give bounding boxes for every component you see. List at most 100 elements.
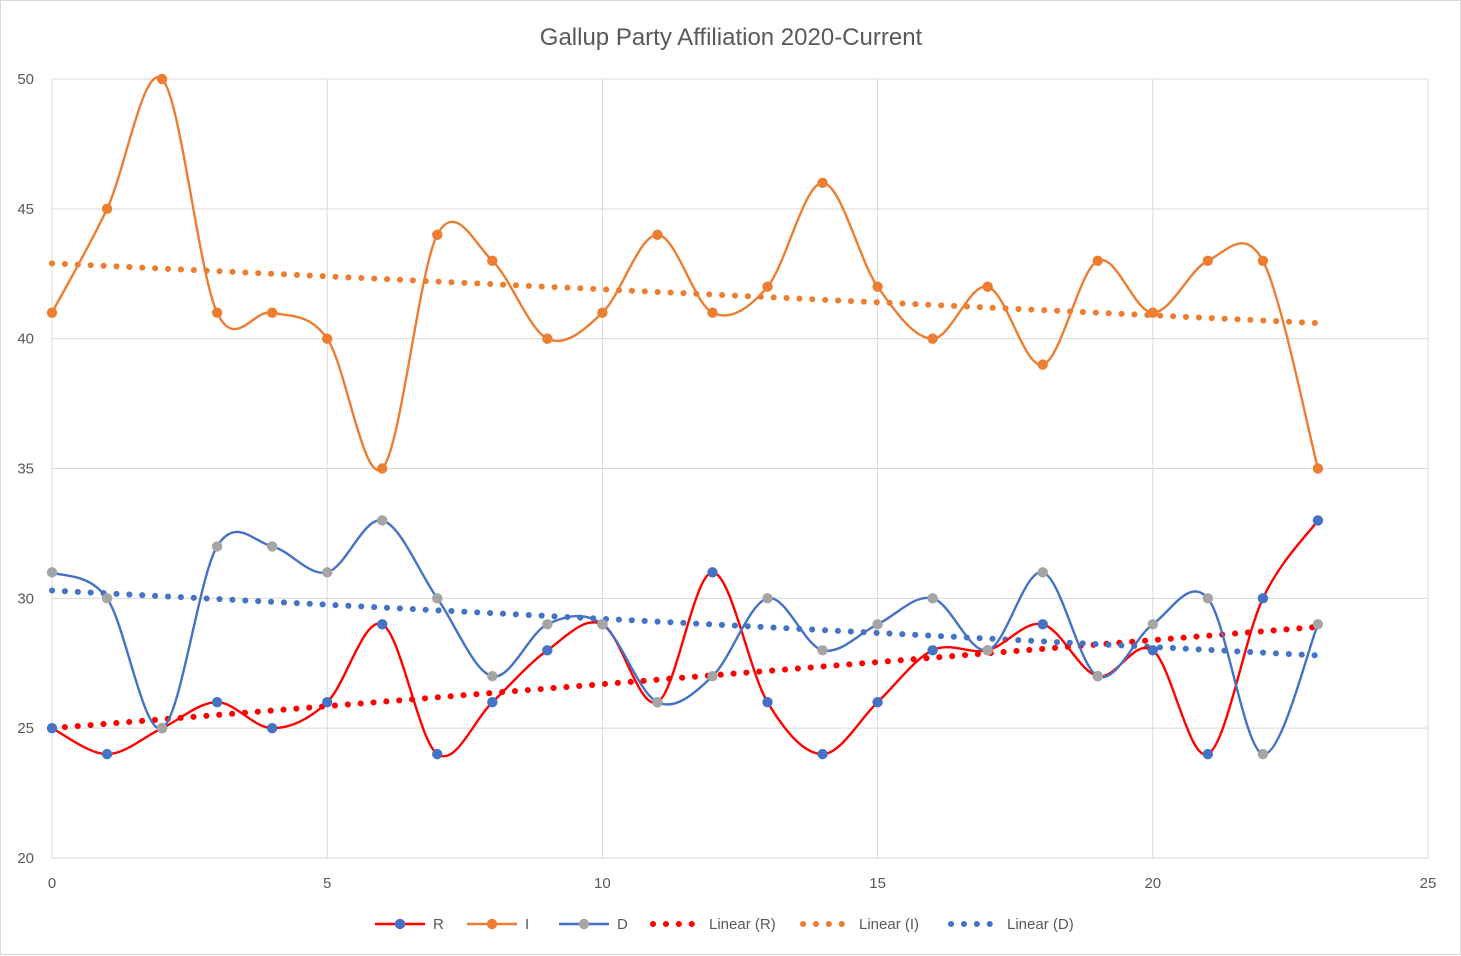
data-point-D (1312, 619, 1324, 630)
legend-item: Linear (D) (948, 916, 1074, 933)
data-point-R (322, 697, 333, 708)
data-point-R (817, 748, 828, 760)
data-point-D (707, 671, 718, 682)
data-point-I (101, 203, 113, 215)
data-point-I (1312, 463, 1324, 474)
data-point-D (432, 593, 443, 604)
data-point-I (817, 177, 828, 189)
data-point-D (817, 645, 828, 656)
data-point-I (597, 307, 608, 318)
x-tick-label: 5 (323, 875, 331, 892)
series-line-I (50, 75, 1320, 472)
data-point-I (1202, 255, 1214, 266)
legend-label: D (617, 916, 628, 933)
y-tick-label: 45 (17, 201, 34, 218)
data-point-I (982, 281, 993, 292)
legend-label: I (525, 916, 529, 933)
y-tick-label: 30 (17, 590, 34, 607)
data-point-I (487, 255, 498, 266)
data-point-I (377, 463, 388, 474)
trendline-I (49, 260, 1321, 327)
data-point-D (211, 541, 223, 552)
trendline-D (49, 587, 1321, 659)
y-tick-label: 40 (17, 331, 34, 348)
legend-label: Linear (R) (709, 916, 776, 933)
legend-marker (578, 918, 590, 930)
data-point-R (1037, 619, 1048, 630)
data-point-R (46, 722, 58, 734)
legend-marker (486, 918, 498, 930)
x-tick-label: 25 (1420, 875, 1437, 892)
legend: R I D Linear (R) Linear (I) Linear (D) (375, 916, 1074, 933)
data-point-I (266, 307, 278, 318)
data-point-D (872, 619, 883, 630)
y-tick-label: 50 (17, 71, 34, 88)
data-point-D (156, 722, 168, 734)
data-point-I (542, 333, 553, 344)
data-point-D (46, 567, 58, 578)
data-point-D (927, 593, 938, 604)
data-point-R (487, 697, 498, 708)
legend-label: R (433, 916, 444, 933)
data-point-R (377, 619, 388, 630)
trendlines (49, 260, 1321, 732)
data-point-R (872, 697, 883, 708)
data-point-R (1312, 515, 1324, 526)
axis-ticks: 20 25 30 35 40 45 50 0 5 10 15 20 25 (17, 71, 1436, 892)
data-point-R (1147, 645, 1159, 656)
data-point-R (1257, 593, 1269, 604)
data-point-I (762, 281, 773, 292)
data-point-D (1037, 567, 1048, 578)
data-point-I (46, 307, 58, 318)
data-point-R (542, 645, 553, 656)
data-point-D (1092, 671, 1103, 682)
data-point-D (1202, 593, 1214, 604)
data-point-D (982, 645, 993, 656)
x-tick-label: 15 (869, 875, 886, 892)
data-point-D (1257, 748, 1269, 760)
series-D (46, 515, 1324, 760)
data-point-I (927, 333, 938, 344)
data-point-I (156, 73, 168, 85)
legend-label: Linear (D) (1007, 916, 1074, 933)
series-line-R (51, 519, 1319, 758)
data-point-D (1147, 619, 1159, 630)
x-tick-label: 10 (594, 875, 611, 892)
series-I (46, 73, 1324, 474)
data-point-D (101, 593, 113, 604)
data-point-I (432, 229, 443, 240)
data-point-R (707, 567, 718, 578)
series-line-D (51, 519, 1320, 756)
data-point-I (652, 229, 663, 240)
data-point-R (1202, 748, 1214, 760)
legend-item: R (375, 916, 444, 933)
legend-item: I (467, 916, 529, 933)
data-point-D (597, 619, 608, 630)
data-point-I (1257, 255, 1269, 266)
data-point-I (1147, 307, 1159, 318)
data-point-I (1092, 255, 1103, 266)
y-tick-label: 25 (17, 720, 34, 737)
legend-marker (394, 918, 406, 930)
data-point-I (872, 281, 883, 292)
data-point-R (762, 697, 773, 708)
data-point-R (927, 645, 938, 656)
legend-item: Linear (R) (650, 916, 776, 933)
data-point-I (322, 333, 333, 344)
data-point-D (487, 671, 498, 682)
series-R (46, 515, 1324, 760)
series-lines (46, 73, 1324, 760)
data-point-R (266, 722, 278, 734)
data-point-D (652, 697, 663, 708)
chart-title: Gallup Party Affiliation 2020-Current (540, 24, 923, 51)
data-point-R (101, 748, 113, 760)
y-tick-label: 20 (17, 850, 34, 867)
x-tick-label: 0 (48, 875, 56, 892)
data-point-R (432, 748, 443, 760)
data-point-D (322, 567, 333, 578)
grid-lines (51, 78, 1429, 859)
data-point-D (377, 515, 388, 526)
data-point-I (707, 307, 718, 318)
data-point-D (542, 619, 553, 630)
